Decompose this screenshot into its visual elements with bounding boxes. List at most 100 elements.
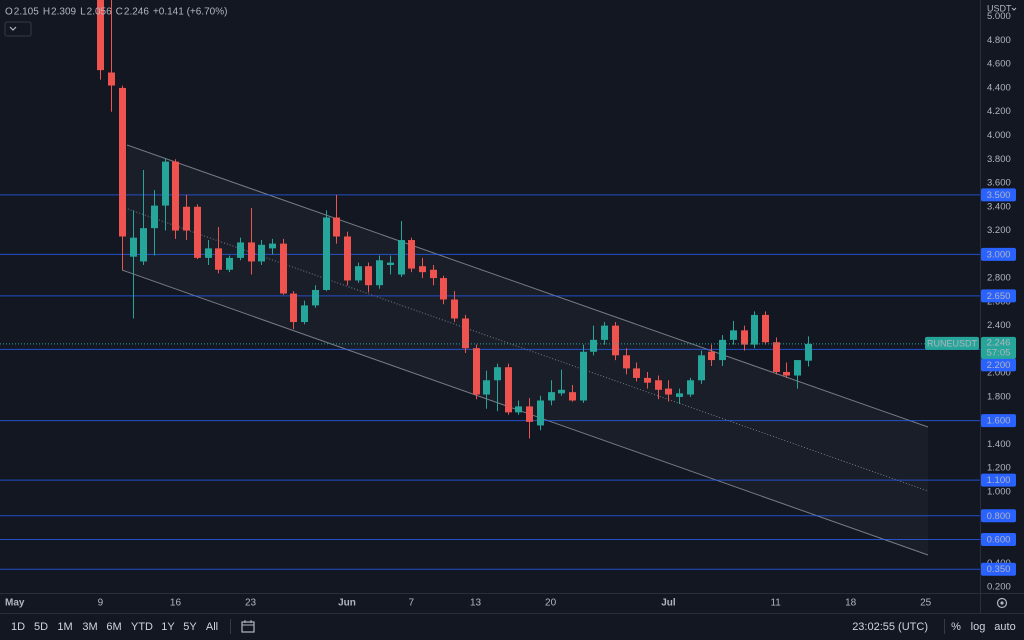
candle-body xyxy=(483,380,490,395)
symbol-label: RUNEUSDT xyxy=(927,338,978,348)
settings-icon[interactable] xyxy=(996,597,1008,609)
candle-body xyxy=(515,406,522,413)
candle-body xyxy=(162,161,169,206)
level-badge-label: 2.200 xyxy=(987,360,1011,371)
axis-option[interactable]: auto xyxy=(994,621,1015,633)
y-tick-label: 4.600 xyxy=(987,59,1011,70)
y-tick-label: 1.800 xyxy=(987,391,1011,402)
level-badge-label: 0.800 xyxy=(987,511,1011,522)
candle-body xyxy=(398,240,405,275)
y-tick-label: 5.000 xyxy=(987,11,1011,22)
level-badge xyxy=(981,562,1016,576)
range-button[interactable]: 1D xyxy=(11,621,25,633)
indicator-toggle[interactable] xyxy=(4,21,32,37)
candle-body xyxy=(537,400,544,426)
level-badge xyxy=(981,509,1016,523)
candle-body xyxy=(751,314,758,345)
candle-body xyxy=(623,355,630,369)
ohlc-value: 2.246 xyxy=(124,7,149,18)
x-tick-label: May xyxy=(5,598,25,609)
level-badge xyxy=(981,247,1016,261)
currency-chevron xyxy=(1011,7,1017,11)
date-range-icon[interactable] xyxy=(241,620,255,633)
y-tick-label: 2.400 xyxy=(987,320,1011,331)
range-button[interactable]: 1Y xyxy=(161,621,175,633)
level-badge xyxy=(981,358,1016,372)
axis-option[interactable]: % xyxy=(951,621,961,633)
range-button[interactable]: 1M xyxy=(57,621,72,633)
candle-body xyxy=(194,206,201,258)
y-tick-label: 3.600 xyxy=(987,178,1011,189)
ohlc-change: +0.141 (+6.70%) xyxy=(153,7,228,18)
candle-body xyxy=(258,244,265,262)
candle-body xyxy=(730,330,737,340)
range-button[interactable]: 3M xyxy=(82,621,97,633)
candle-body xyxy=(269,243,276,249)
y-tick-label: 0.200 xyxy=(987,582,1011,593)
candle-body xyxy=(312,289,319,306)
candle-body xyxy=(676,393,683,397)
level-badge-label: 2.650 xyxy=(987,291,1011,302)
candle-body xyxy=(633,368,640,378)
axis-option[interactable]: log xyxy=(971,621,986,633)
candle-body xyxy=(665,388,672,395)
candle-body xyxy=(569,392,576,401)
candle-body xyxy=(708,351,715,361)
level-badge xyxy=(981,188,1016,202)
candle-body xyxy=(172,161,179,231)
candle-body xyxy=(344,236,351,281)
candle-body xyxy=(473,348,480,395)
candle-body xyxy=(130,237,137,257)
candle-body xyxy=(698,355,705,381)
last-price-badge xyxy=(981,336,1016,359)
y-tick-label: 4.000 xyxy=(987,130,1011,141)
range-button[interactable]: 6M xyxy=(106,621,121,633)
symbol-badge xyxy=(925,336,979,350)
ohlc-label: C xyxy=(116,7,123,18)
level-badge-label: 3.000 xyxy=(987,249,1011,260)
y-tick-label: 4.400 xyxy=(987,82,1011,93)
candle-body xyxy=(248,242,255,262)
candle-body xyxy=(355,266,362,281)
currency-label[interactable]: USDT xyxy=(987,3,1012,13)
candle-body xyxy=(183,206,190,231)
range-button[interactable]: All xyxy=(206,621,218,633)
x-tick-label: 11 xyxy=(770,598,781,609)
candle-body xyxy=(140,228,147,262)
level-badge xyxy=(981,414,1016,428)
candle-body xyxy=(226,257,233,270)
candle-body xyxy=(333,217,340,237)
x-tick-label: 18 xyxy=(845,598,857,609)
level-badge-label: 1.100 xyxy=(987,475,1011,486)
y-tick-label: 3.400 xyxy=(987,201,1011,212)
ohlc-value: 2.309 xyxy=(51,7,76,18)
candle-body xyxy=(108,72,115,86)
candle-body xyxy=(505,367,512,413)
candle-body xyxy=(590,339,597,352)
range-button[interactable]: YTD xyxy=(131,621,153,633)
ohlc-value: 2.056 xyxy=(87,7,112,18)
candle-body xyxy=(741,330,748,345)
candle-body xyxy=(794,360,801,376)
y-tick-label: 4.800 xyxy=(987,35,1011,46)
y-tick-label: 2.000 xyxy=(987,368,1011,379)
candle-body xyxy=(237,242,244,258)
clock[interactable]: 23:02:55 (UTC) xyxy=(852,621,928,633)
level-badge-label: 3.500 xyxy=(987,190,1011,201)
candle-body xyxy=(580,351,587,401)
level-badge-label: 0.350 xyxy=(987,564,1011,575)
level-badge xyxy=(981,289,1016,303)
range-button[interactable]: 5Y xyxy=(183,621,197,633)
level-badge xyxy=(981,533,1016,547)
x-tick-label: 25 xyxy=(920,598,932,609)
range-button[interactable]: 5D xyxy=(34,621,48,633)
ohlc-label: O xyxy=(5,7,13,18)
candle-body xyxy=(644,377,651,383)
x-tick-label: 13 xyxy=(470,598,482,609)
y-tick-label: 4.200 xyxy=(987,106,1011,117)
candle-body xyxy=(301,305,308,323)
candle-body xyxy=(601,325,608,340)
candle-body xyxy=(451,299,458,319)
